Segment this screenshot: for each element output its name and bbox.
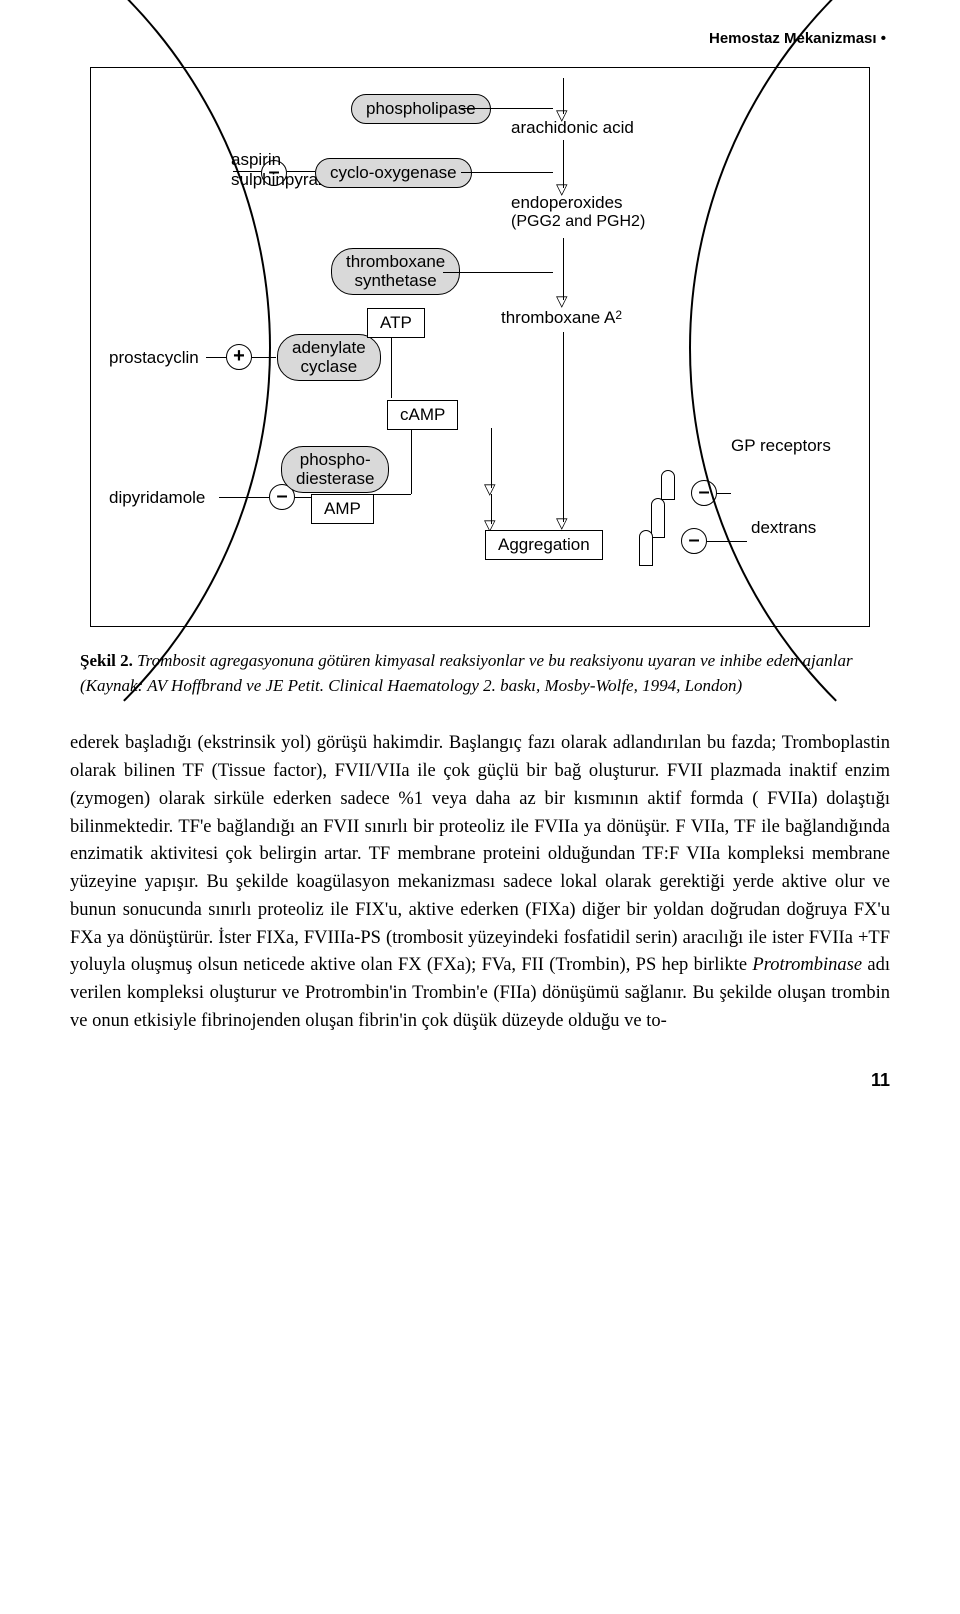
label-aspirin: aspirin sulphinpyrazone — [101, 150, 231, 170]
arrow — [491, 428, 492, 488]
arrow — [563, 78, 564, 114]
arrow — [563, 332, 564, 522]
minus-sign-gp: – — [691, 480, 717, 506]
line — [411, 430, 412, 494]
pill-thromboxane-synthetase: thromboxanesynthetase — [331, 248, 460, 295]
receptor-icon — [651, 498, 665, 538]
label-dipyridamole: dipyridamole — [109, 488, 205, 508]
line — [252, 357, 276, 358]
pill-phosphodiesterase: phospho-diesterase — [281, 446, 389, 493]
line — [461, 172, 553, 173]
plus-sign-prostacyclin: + — [226, 344, 252, 370]
label-thromboxane-a2: thromboxane A2 — [501, 308, 615, 328]
pill-phospholipase: phospholipase — [351, 94, 491, 124]
line — [287, 171, 315, 172]
receptor-icon — [661, 470, 675, 500]
arrow — [563, 140, 564, 188]
pill-cyclo-oxygenase: cyclo-oxygenase — [315, 158, 472, 188]
arrow — [563, 238, 564, 300]
body-paragraph: ederek başladığı (ekstrinsik yol) görüşü… — [70, 730, 890, 1035]
line — [391, 338, 392, 398]
line — [219, 497, 269, 498]
line — [461, 108, 553, 109]
line — [363, 494, 411, 495]
line — [295, 497, 311, 498]
line — [206, 357, 226, 358]
label-prostacyclin: prostacyclin — [109, 348, 199, 368]
protrombinase-term: Protrombinase — [752, 955, 862, 975]
minus-sign-aspirin: – — [261, 160, 287, 186]
box-aggregation: Aggregation — [485, 530, 603, 560]
cell-membrane-left-arc — [0, 0, 271, 848]
minus-sign-dextrans: – — [681, 528, 707, 554]
cell-membrane-right-arc — [689, 0, 960, 848]
caption-text: Trombosit agregasyonuna götüren kimyasal… — [80, 651, 853, 695]
body-text-a: ederek başladığı (ekstrinsik yol) görüşü… — [70, 733, 890, 975]
label-gp-receptors: GP receptors — [731, 436, 831, 456]
label-dextrans: dextrans — [751, 518, 816, 538]
box-amp: AMP — [311, 494, 374, 524]
figure-caption: Şekil 2. Trombosit agregasyonuna götüren… — [80, 649, 880, 698]
receptor-icon — [639, 530, 653, 566]
label-arachidonic-acid: arachidonic acid — [511, 118, 634, 138]
figure-diagram: aspirin sulphinpyrazone prostacyclin dip… — [90, 67, 870, 627]
box-atp: ATP — [367, 308, 425, 338]
line — [233, 171, 261, 172]
box-camp: cAMP — [387, 400, 458, 430]
running-head: Hemostaz Mekanizması • — [70, 30, 890, 47]
line — [717, 493, 731, 494]
page-number: 11 — [70, 1070, 890, 1091]
line — [443, 272, 553, 273]
pill-adenylate-cyclase: adenylatecyclase — [277, 334, 381, 381]
line — [707, 541, 747, 542]
arrow — [491, 494, 492, 524]
